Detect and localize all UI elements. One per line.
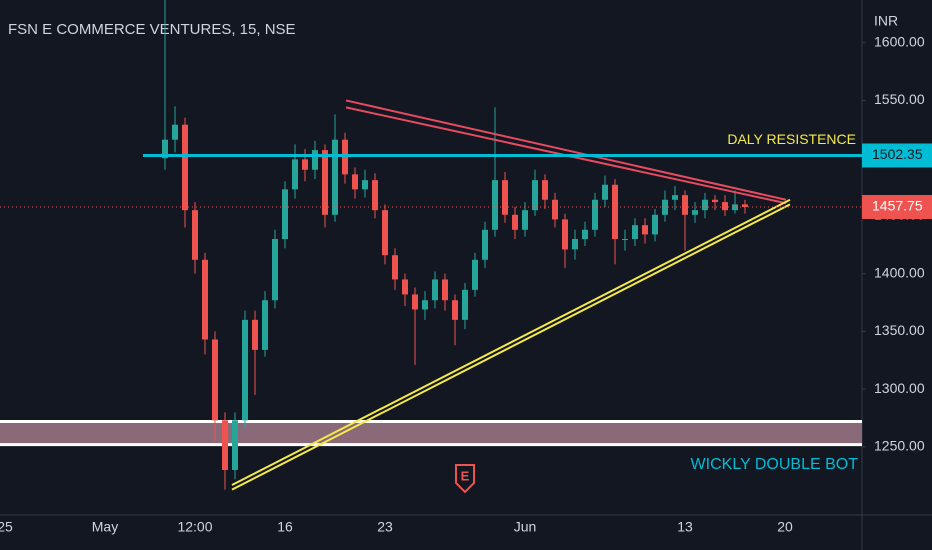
candle-body bbox=[252, 319, 258, 350]
candle-body bbox=[672, 195, 678, 200]
candle-body bbox=[642, 225, 648, 235]
y-tick-label: 1350.00 bbox=[874, 322, 925, 338]
candle-body bbox=[312, 150, 318, 170]
candle-body bbox=[412, 294, 418, 310]
y-tick-label: 1250.00 bbox=[874, 438, 925, 454]
x-tick-label: Jun bbox=[514, 519, 537, 535]
candle-body bbox=[292, 159, 298, 190]
candle-body bbox=[572, 239, 578, 250]
candle-body bbox=[402, 279, 408, 295]
y-tick-label: 1550.00 bbox=[874, 91, 925, 107]
candle-body bbox=[362, 180, 368, 190]
candle-body bbox=[512, 214, 518, 230]
y-tick-label: 1300.00 bbox=[874, 380, 925, 396]
candle-body bbox=[442, 279, 448, 301]
last-price-label: 1457.75 bbox=[872, 198, 923, 214]
candle-body bbox=[302, 159, 308, 170]
candle-body bbox=[482, 229, 488, 260]
resistance-price-label: 1502.35 bbox=[872, 146, 923, 162]
candle-body bbox=[582, 229, 588, 240]
candle-body bbox=[532, 180, 538, 211]
candle-body bbox=[462, 289, 468, 320]
candle-body bbox=[492, 180, 498, 230]
trendline bbox=[231, 198, 791, 486]
resistance-label: DALY RESISTENCE bbox=[727, 131, 856, 147]
candle-body bbox=[522, 210, 528, 230]
candle-body bbox=[452, 300, 458, 320]
x-tick-label: 16 bbox=[277, 519, 293, 535]
candle-body bbox=[392, 255, 398, 280]
candle-body bbox=[162, 139, 168, 159]
x-tick-label: 13 bbox=[677, 519, 693, 535]
candle-body bbox=[542, 180, 548, 200]
candle-body bbox=[622, 239, 628, 241]
trendline bbox=[231, 203, 791, 491]
candle-body bbox=[502, 180, 508, 215]
candle-body bbox=[332, 139, 338, 215]
x-tick-label: 20 bbox=[777, 519, 793, 535]
x-tick-label: 12:00 bbox=[177, 519, 212, 535]
trendline bbox=[345, 99, 787, 201]
earnings-icon bbox=[455, 464, 475, 494]
candle-body bbox=[552, 199, 558, 220]
candle-body bbox=[282, 189, 288, 240]
x-tick-label: May bbox=[92, 519, 118, 535]
candle-body bbox=[432, 279, 438, 301]
x-tick-label: 25 bbox=[0, 519, 13, 535]
candle-body bbox=[632, 225, 638, 240]
candle-body bbox=[322, 150, 328, 215]
x-tick-label: 23 bbox=[377, 519, 393, 535]
candle-body bbox=[422, 300, 428, 310]
candle-body bbox=[242, 319, 248, 421]
candle-body bbox=[742, 204, 748, 207]
candle-body bbox=[372, 180, 378, 211]
chart-title: FSN E COMMERCE VENTURES, 15, NSE bbox=[8, 21, 296, 38]
earnings-label: E bbox=[461, 468, 470, 483]
candle-body bbox=[682, 195, 688, 215]
candle-body bbox=[192, 210, 198, 260]
candle-body bbox=[472, 259, 478, 290]
candle-body bbox=[172, 124, 178, 140]
currency-label: INR bbox=[874, 13, 898, 29]
candle-body bbox=[202, 259, 208, 340]
candle-body bbox=[352, 174, 358, 190]
candle-body bbox=[382, 210, 388, 256]
resistance-price-box bbox=[862, 143, 932, 168]
candle-body bbox=[212, 339, 218, 421]
support-zone bbox=[0, 421, 862, 445]
candle-body bbox=[592, 199, 598, 230]
candle-body bbox=[652, 214, 658, 235]
candle-body bbox=[712, 199, 718, 203]
candle-body bbox=[272, 239, 278, 301]
candle-body bbox=[562, 219, 568, 250]
y-tick-label: 1600.00 bbox=[874, 33, 925, 49]
candle-body bbox=[602, 184, 608, 200]
candle-body bbox=[732, 204, 738, 211]
candle-body bbox=[692, 210, 698, 215]
candle-body bbox=[612, 184, 618, 240]
candle-body bbox=[222, 420, 228, 470]
y-tick-label: 1400.00 bbox=[874, 264, 925, 280]
candle-body bbox=[182, 124, 188, 211]
candle-body bbox=[342, 139, 348, 175]
candle-body bbox=[262, 300, 268, 350]
candle-body bbox=[232, 420, 238, 470]
candle-body bbox=[702, 199, 708, 211]
last-price-box bbox=[862, 194, 932, 219]
support-label: WICKLY DOUBLE BOT bbox=[691, 456, 859, 473]
candle-body bbox=[662, 199, 668, 215]
candle-body bbox=[722, 202, 728, 211]
